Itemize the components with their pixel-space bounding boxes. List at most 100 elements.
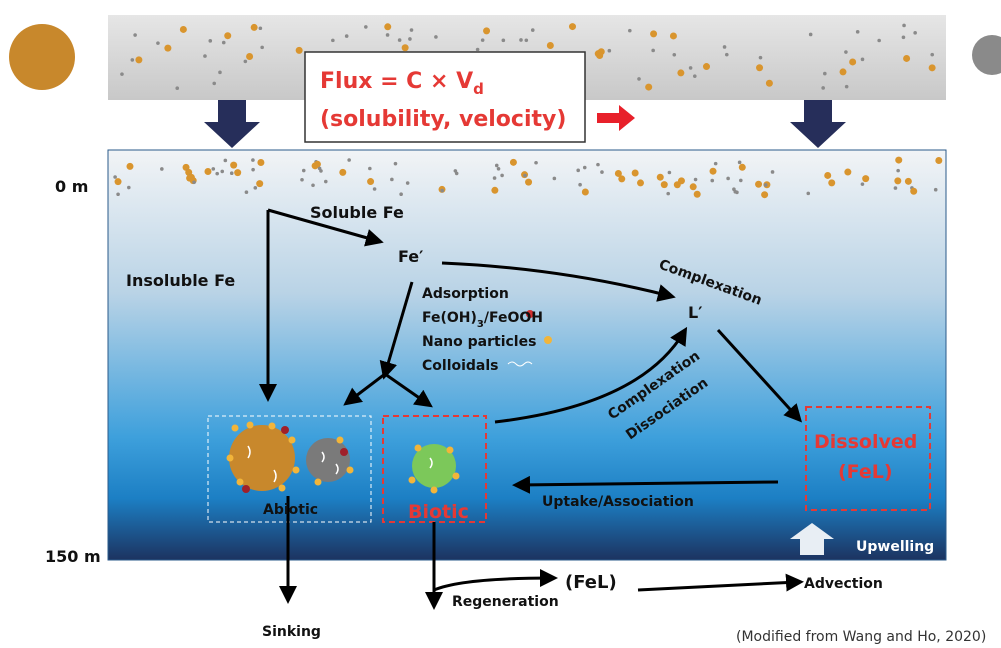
particle bbox=[259, 26, 263, 30]
particle bbox=[300, 178, 304, 182]
particle bbox=[269, 423, 276, 430]
particle bbox=[253, 186, 257, 190]
particle bbox=[678, 177, 685, 184]
label: Dissolved bbox=[814, 431, 917, 453]
particle bbox=[208, 39, 212, 43]
label: Advection bbox=[804, 576, 883, 592]
particle bbox=[390, 178, 394, 182]
particle bbox=[910, 188, 917, 195]
particle bbox=[244, 60, 248, 64]
particle bbox=[220, 170, 224, 174]
particle bbox=[311, 183, 315, 187]
particle bbox=[905, 178, 912, 185]
particle bbox=[849, 58, 856, 65]
particle bbox=[583, 166, 587, 170]
particle bbox=[694, 191, 701, 198]
particle bbox=[215, 172, 219, 176]
particle bbox=[133, 33, 137, 37]
particle bbox=[677, 69, 684, 76]
particle bbox=[902, 35, 906, 39]
particle bbox=[845, 85, 849, 89]
particle bbox=[519, 38, 523, 42]
particle bbox=[934, 188, 938, 192]
particle bbox=[710, 168, 717, 175]
particle bbox=[525, 38, 529, 42]
label: Biotic bbox=[408, 501, 469, 523]
particle bbox=[218, 71, 222, 75]
particle bbox=[738, 161, 742, 165]
particle bbox=[600, 170, 604, 174]
label: Nano particles bbox=[422, 334, 536, 350]
particle bbox=[312, 162, 319, 169]
particle bbox=[175, 86, 179, 90]
particle bbox=[192, 180, 196, 184]
particle bbox=[497, 167, 501, 171]
particle bbox=[251, 168, 255, 172]
particle bbox=[279, 485, 286, 492]
particle bbox=[131, 58, 135, 62]
particle bbox=[828, 179, 835, 186]
particle bbox=[761, 191, 768, 198]
particle bbox=[844, 50, 848, 54]
particle bbox=[844, 169, 851, 176]
particle bbox=[247, 422, 254, 429]
label: Uptake/Association bbox=[542, 494, 694, 510]
particle bbox=[367, 178, 374, 185]
label: Insoluble Fe bbox=[126, 271, 235, 290]
particle bbox=[180, 26, 187, 33]
particle bbox=[608, 49, 612, 53]
flux-formula: Flux = C × Vd bbox=[320, 69, 484, 98]
particle bbox=[651, 49, 655, 53]
particle bbox=[113, 175, 117, 179]
particle bbox=[756, 64, 763, 71]
particle bbox=[661, 181, 668, 188]
label: Regeneration bbox=[452, 594, 559, 610]
particle bbox=[224, 32, 231, 39]
particle bbox=[476, 48, 480, 52]
particle bbox=[408, 37, 412, 41]
particle bbox=[930, 53, 934, 57]
particle bbox=[569, 23, 576, 30]
particle bbox=[755, 181, 762, 188]
particle bbox=[582, 188, 589, 195]
particle bbox=[315, 479, 322, 486]
particle bbox=[232, 425, 239, 432]
label: (FeL) bbox=[565, 572, 617, 593]
particle bbox=[628, 29, 632, 33]
particle bbox=[402, 44, 409, 51]
particle bbox=[227, 455, 234, 462]
particle bbox=[895, 157, 902, 164]
particle bbox=[203, 54, 207, 58]
particle bbox=[693, 74, 697, 78]
particle bbox=[632, 169, 639, 176]
particle bbox=[115, 178, 122, 185]
particle bbox=[764, 183, 768, 187]
particle bbox=[399, 192, 403, 196]
label: Upwelling bbox=[856, 539, 934, 555]
label: Sinking bbox=[262, 624, 321, 640]
particle bbox=[877, 39, 881, 43]
particle bbox=[576, 169, 580, 173]
particle bbox=[293, 467, 300, 474]
particle bbox=[324, 180, 328, 184]
source-note: (Modified from Wang and Ho, 2020) bbox=[736, 629, 986, 645]
particle bbox=[222, 41, 226, 45]
particle bbox=[160, 167, 164, 171]
particle bbox=[733, 190, 737, 194]
particle bbox=[670, 32, 677, 39]
particle bbox=[257, 159, 264, 166]
particle bbox=[547, 42, 554, 49]
particle bbox=[156, 41, 160, 45]
particle bbox=[256, 180, 263, 187]
particle bbox=[211, 167, 215, 171]
particle bbox=[410, 28, 414, 32]
particle bbox=[596, 163, 600, 167]
particle bbox=[929, 64, 936, 71]
particle bbox=[440, 189, 444, 193]
particle bbox=[840, 68, 847, 75]
particle bbox=[164, 45, 171, 52]
particle bbox=[398, 38, 402, 42]
particle bbox=[491, 187, 498, 194]
particle bbox=[368, 167, 372, 171]
particle bbox=[230, 171, 234, 175]
